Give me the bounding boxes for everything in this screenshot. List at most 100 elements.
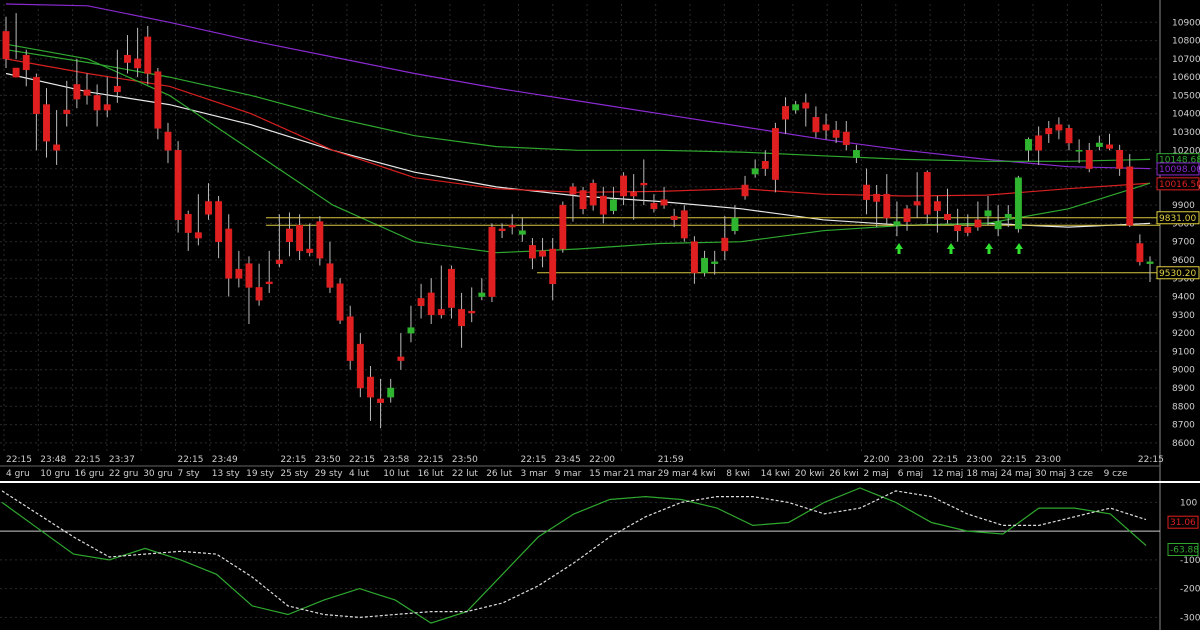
time-label: 23:50 bbox=[452, 455, 478, 465]
y-tick-label: 9800 bbox=[1172, 219, 1195, 229]
date-label: 16 lut bbox=[418, 469, 445, 479]
candle-body bbox=[326, 263, 334, 288]
candle-body bbox=[437, 309, 445, 316]
osc-tick-label: -100 bbox=[1180, 556, 1200, 566]
candle-body bbox=[1106, 144, 1113, 149]
time-label: 23:37 bbox=[109, 455, 135, 465]
candle-body bbox=[2, 31, 10, 60]
time-label: 22:00 bbox=[864, 455, 890, 465]
date-label: 14 kwi bbox=[761, 469, 790, 479]
candle-body bbox=[944, 214, 951, 221]
candle-body bbox=[1146, 261, 1154, 264]
candle-body bbox=[873, 193, 881, 202]
candle-body bbox=[620, 175, 628, 197]
candle-body bbox=[63, 109, 71, 114]
candle-body bbox=[498, 228, 506, 231]
candle-body bbox=[134, 58, 142, 69]
candle-body bbox=[1116, 150, 1124, 169]
candle-body bbox=[761, 161, 769, 169]
y-tick-label: 8700 bbox=[1172, 421, 1195, 431]
y-tick-label: 10700 bbox=[1172, 55, 1200, 65]
date-label: 6 maj bbox=[898, 469, 923, 479]
candle-body bbox=[1126, 166, 1134, 226]
oscillator-panel: 100 -100 -200 -300 31.06 -63.88 bbox=[0, 487, 1200, 624]
price-label-box bbox=[1156, 211, 1200, 225]
candle-body bbox=[1065, 128, 1073, 144]
candle-body bbox=[93, 95, 101, 111]
time-label: 22:15 bbox=[1001, 455, 1027, 465]
candle-body bbox=[609, 199, 617, 211]
date-label: 30 maj bbox=[1035, 469, 1066, 479]
price-label-box bbox=[1156, 162, 1200, 176]
signal-arrows bbox=[895, 243, 1023, 254]
candle-body bbox=[367, 376, 374, 398]
candle-body bbox=[680, 210, 688, 239]
candle-body bbox=[832, 129, 840, 138]
candle-body bbox=[194, 232, 202, 239]
candle-body bbox=[1075, 150, 1083, 152]
candle-body bbox=[1014, 177, 1022, 230]
candle-body bbox=[1004, 214, 1012, 219]
candle-body bbox=[670, 215, 678, 221]
osc-series-line bbox=[1, 487, 1147, 624]
candle-body bbox=[589, 182, 597, 206]
candle-body bbox=[32, 76, 40, 114]
candle-body bbox=[336, 283, 344, 321]
price-label-text: 10098.00 bbox=[1159, 165, 1200, 175]
y-tick-label: 9700 bbox=[1172, 238, 1195, 248]
candle-body bbox=[184, 214, 192, 233]
candle-body bbox=[83, 89, 91, 96]
date-label: 22 lut bbox=[452, 469, 479, 479]
candle-body bbox=[286, 228, 293, 242]
candle-body bbox=[711, 261, 719, 264]
moving-averages bbox=[5, 3, 1151, 254]
y-tick-label: 9100 bbox=[1172, 347, 1195, 357]
price-axis: 10900 10800 10700 10600 10500 10400 10300 10200… bbox=[1172, 18, 1200, 449]
time-label: 23:45 bbox=[555, 455, 581, 465]
time-label: 22:15 bbox=[1138, 455, 1164, 465]
osc-label-text: 31.06 bbox=[1170, 518, 1196, 528]
y-tick-label: 9900 bbox=[1172, 201, 1195, 211]
date-label: 13 sty bbox=[212, 469, 241, 479]
candle-body bbox=[154, 71, 162, 129]
y-tick-label: 9300 bbox=[1172, 311, 1195, 321]
candlesticks bbox=[2, 13, 1154, 429]
up-arrow-icon bbox=[947, 243, 955, 254]
date-label: 10 gru bbox=[40, 469, 69, 479]
date-label: 4 gru bbox=[6, 469, 30, 479]
candle-body bbox=[397, 356, 405, 361]
candle-body bbox=[1045, 128, 1053, 135]
candle-body bbox=[215, 201, 223, 242]
candle-body bbox=[377, 398, 385, 403]
price-label-text: 9530.20 bbox=[1159, 269, 1196, 279]
y-tick-label: 10200 bbox=[1172, 146, 1200, 156]
time-label: 22:15 bbox=[280, 455, 306, 465]
date-label: 25 sty bbox=[280, 469, 309, 479]
date-label: 3 mar bbox=[521, 469, 548, 479]
candle-body bbox=[1025, 139, 1032, 151]
candle-body bbox=[1095, 142, 1103, 147]
candle-body bbox=[751, 168, 759, 175]
candle-body bbox=[124, 54, 131, 63]
date-label: 15 mar bbox=[589, 469, 622, 479]
candle-body bbox=[488, 226, 496, 297]
candle-body bbox=[660, 199, 668, 206]
candle-body bbox=[579, 190, 587, 210]
candle-body bbox=[478, 292, 486, 297]
candle-body bbox=[113, 86, 121, 93]
candle-body bbox=[974, 219, 982, 228]
candle-body bbox=[73, 84, 81, 100]
y-tick-label: 10400 bbox=[1172, 110, 1200, 120]
time-label: 22:15 bbox=[521, 455, 547, 465]
osc-series-line bbox=[1, 490, 1147, 619]
date-label: 8 kwi bbox=[726, 469, 750, 479]
y-tick-label: 9000 bbox=[1172, 366, 1195, 376]
date-label: 29 sty bbox=[315, 469, 344, 479]
osc-tick-label: 100 bbox=[1180, 498, 1197, 508]
candle-body bbox=[690, 241, 698, 274]
y-tick-label: 9500 bbox=[1172, 274, 1195, 284]
candle-body bbox=[893, 221, 901, 226]
date-label: 12 maj bbox=[932, 469, 963, 479]
